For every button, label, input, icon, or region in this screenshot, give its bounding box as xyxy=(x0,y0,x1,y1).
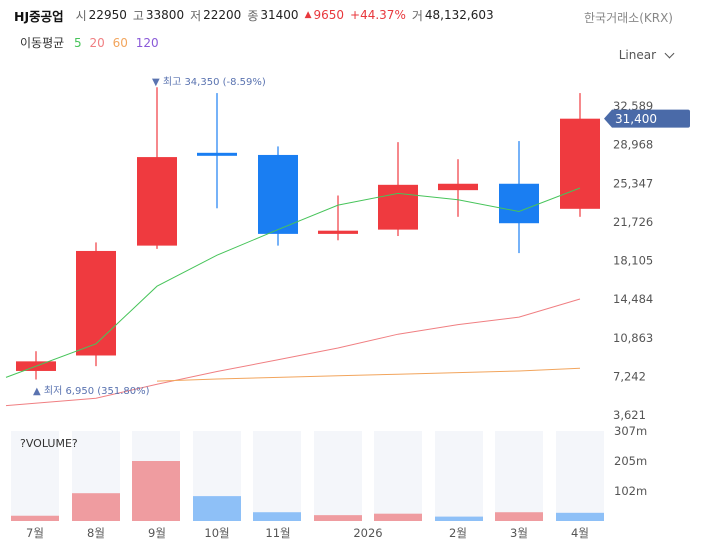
candle-body xyxy=(197,152,237,156)
candle-8월 xyxy=(76,242,116,367)
x-tick-label: 8월 xyxy=(87,526,105,540)
low-marker: ▲ 최저 6,950 (351.80%) xyxy=(33,385,150,397)
candle-11월 xyxy=(258,146,298,246)
candle-1월 xyxy=(438,159,478,217)
y-tick-label: 14,484 xyxy=(613,292,653,306)
ma20-line xyxy=(5,298,581,407)
candle-2026 xyxy=(378,142,418,237)
volume-title: ?VOLUME? xyxy=(20,437,78,450)
high-marker: ▼ 최고 34,350 (-8.59%) xyxy=(152,76,266,88)
volume-y-tick-label: 102m xyxy=(614,484,647,498)
y-tick-label: 21,726 xyxy=(613,215,653,229)
volume-column-bg xyxy=(374,431,422,521)
candle-7월 xyxy=(16,351,56,380)
y-tick-label: 10,863 xyxy=(613,331,653,345)
y-tick-label: 32,589 xyxy=(613,99,653,113)
scale-dropdown[interactable]: Linear xyxy=(618,48,675,62)
volume-bar xyxy=(11,515,59,521)
volume-y-tick-label: 205m xyxy=(614,454,647,468)
close-label: 종 xyxy=(247,8,259,23)
candle-10월 xyxy=(197,93,237,209)
open-label: 시 xyxy=(75,8,87,23)
y-tick-label: 28,968 xyxy=(613,138,653,152)
candle-body xyxy=(137,157,177,246)
change-value: 9650 xyxy=(313,8,345,22)
volume-bar xyxy=(556,512,604,521)
ma-60-label: 60 xyxy=(112,36,128,50)
ma-20-label: 20 xyxy=(89,36,105,50)
candle-body xyxy=(560,118,600,209)
x-tick-label: 9월 xyxy=(148,526,166,540)
change-up-icon: ▲ xyxy=(304,10,312,20)
open-value: 22950 xyxy=(88,8,127,22)
volume-column-bg xyxy=(253,431,301,521)
y-tick-label: 18,105 xyxy=(613,254,653,268)
moving-average-title: 이동평균 xyxy=(20,36,65,50)
candle-12월 xyxy=(318,195,358,241)
x-tick-label: 10월 xyxy=(204,526,229,540)
current-price-tag: 31,400 xyxy=(604,109,690,128)
volume-bar xyxy=(495,512,543,521)
ma60-line xyxy=(156,367,581,382)
volume-column-bg xyxy=(556,431,604,521)
candle-body xyxy=(438,183,478,191)
stock-header: HJ중공업 시 22950 고 33800 저 22200 종 31400 ▲ … xyxy=(14,6,500,24)
ma-5-label: 5 xyxy=(74,36,82,50)
x-tick-label: 3월 xyxy=(510,526,528,540)
volume-bar xyxy=(314,515,362,521)
volume-column-bg xyxy=(72,431,120,521)
candle-body xyxy=(258,154,298,234)
high-label: 고 xyxy=(132,8,144,23)
candle-9월 xyxy=(137,87,177,249)
volume-column-bg xyxy=(193,431,241,521)
volume-value: 48,132,603 xyxy=(424,8,494,22)
candle-body xyxy=(378,184,418,230)
volume-bar xyxy=(374,513,422,521)
x-tick-label: 4월 xyxy=(571,526,589,540)
ma5-line xyxy=(5,187,581,378)
candle-body xyxy=(16,361,56,371)
price-tag-label: 31,400 xyxy=(615,112,657,126)
volume-column-bg xyxy=(495,431,543,521)
volume-y-tick-label: 307m xyxy=(614,424,647,438)
volume-column-bg xyxy=(132,431,180,521)
moving-average-legend[interactable]: 이동평균 5 20 60 120 xyxy=(20,34,163,51)
volume-bar xyxy=(435,516,483,521)
y-tick-label: 25,347 xyxy=(613,176,653,190)
x-tick-label: 2월 xyxy=(449,526,467,540)
volume-label: 거 xyxy=(411,8,423,23)
volume-bar xyxy=(193,496,241,521)
volume-bar xyxy=(72,493,120,521)
close-value: 31400 xyxy=(260,8,299,22)
chevron-down-icon xyxy=(664,48,675,58)
price-tag-bg xyxy=(604,109,690,128)
ma-120-label: 120 xyxy=(135,36,159,50)
volume-column-bg xyxy=(11,431,59,521)
exchange-label: 한국거래소(KRX) xyxy=(584,11,673,25)
x-tick-label: 11월 xyxy=(265,526,290,540)
scale-label: Linear xyxy=(618,48,656,62)
candle-3월 xyxy=(560,93,600,217)
volume-bar xyxy=(253,512,301,521)
volume-column-bg xyxy=(314,431,362,521)
low-value: 22200 xyxy=(203,8,242,22)
candle-body xyxy=(318,230,358,234)
y-tick-label: 3,621 xyxy=(613,408,646,422)
volume-bar xyxy=(132,461,180,521)
stock-name: HJ중공업 xyxy=(14,8,64,24)
low-label: 저 xyxy=(190,8,202,23)
x-tick-label: 7월 xyxy=(26,526,44,540)
candle-body xyxy=(76,250,116,356)
candle-2월 xyxy=(499,141,539,254)
candle-body xyxy=(499,183,539,224)
change-percent: +44.37% xyxy=(350,8,406,22)
y-tick-label: 7,242 xyxy=(613,369,646,383)
volume-column-bg xyxy=(435,431,483,521)
high-value: 33800 xyxy=(145,8,185,22)
x-tick-label: 2026 xyxy=(353,526,382,540)
